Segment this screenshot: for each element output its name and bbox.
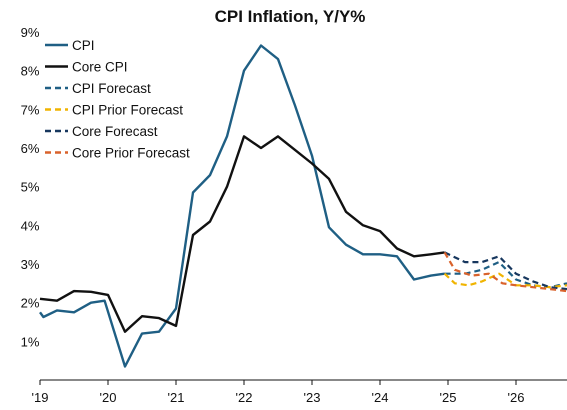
y-tick-label: 1%	[21, 334, 40, 349]
legend-label: CPI	[72, 38, 95, 53]
series-line-core-prior-forecast	[443, 251, 567, 293]
y-tick-label: 9%	[21, 25, 40, 40]
y-tick-label: 7%	[21, 102, 40, 117]
y-tick-label: 4%	[21, 218, 40, 233]
x-tick-label: '24	[372, 390, 389, 405]
y-axis-ticks: 1% 2% 3% 4% 5% 6% 7% 8% 9%	[21, 25, 40, 349]
x-axis-ticks: '19 '20 '21 '22 '23 '24 '25 '26	[32, 380, 525, 405]
x-tick-label: '20	[100, 390, 117, 405]
y-tick-label: 3%	[21, 257, 40, 272]
series-line-cpi	[39, 44, 445, 368]
legend-label: CPI Prior Forecast	[72, 103, 183, 118]
x-tick-label: '25	[440, 390, 457, 405]
x-tick-label: '19	[32, 390, 49, 405]
series-line-cpi-prior-forecast	[443, 272, 567, 289]
legend-label: Core CPI	[72, 60, 128, 75]
legend-label: Core Prior Forecast	[72, 146, 190, 161]
series-line-core-cpi	[39, 135, 445, 333]
legend-label: CPI Forecast	[72, 81, 151, 96]
x-tick-label: '26	[508, 390, 525, 405]
y-tick-label: 6%	[21, 141, 40, 156]
legend-label: Core Forecast	[72, 124, 158, 139]
series-line-core-forecast	[444, 251, 567, 291]
y-tick-label: 8%	[21, 64, 40, 79]
series-lines	[39, 44, 567, 368]
x-tick-label: '23	[304, 390, 321, 405]
legend: CPI Core CPI CPI Forecast CPI Prior Forecas…	[45, 38, 190, 161]
x-tick-label: '21	[168, 390, 185, 405]
y-tick-label: 5%	[21, 180, 40, 195]
chart-title: CPI Inflation, Y/Y%	[215, 7, 366, 26]
y-tick-label: 2%	[21, 296, 40, 311]
x-tick-label: '22	[236, 390, 253, 405]
